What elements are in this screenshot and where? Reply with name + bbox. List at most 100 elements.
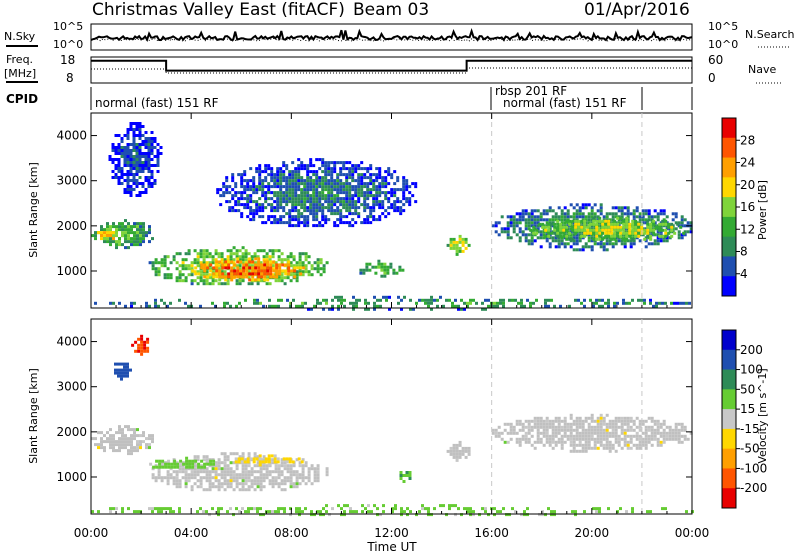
heatmap-cell-0-0 xyxy=(187,249,191,253)
heatmap-cell-1-4 xyxy=(500,431,504,435)
heatmap-cell-1-3 xyxy=(130,452,133,456)
heatmap-cell-0-1 xyxy=(242,263,246,267)
heatmap-cell-1-9 xyxy=(685,510,688,514)
heatmap-cell-0-0 xyxy=(220,270,224,274)
heatmap-cell-0-9 xyxy=(342,206,346,210)
heatmap-cell-0-9 xyxy=(342,200,346,204)
heatmap-cell-1-3 xyxy=(100,440,103,444)
heatmap-cell-1-3 xyxy=(94,437,97,441)
heatmap-cell-0-9 xyxy=(321,218,325,222)
heatmap-cell-0-9 xyxy=(303,221,307,225)
heatmap-cell-1-0 xyxy=(214,476,218,480)
heatmap-cell-0-5 xyxy=(631,219,635,223)
heatmap-cell-0-9 xyxy=(312,209,316,213)
heatmap-cell-0-10 xyxy=(274,304,277,308)
heatmap-cell-0-10 xyxy=(223,301,226,305)
heatmap-cell-0-5 xyxy=(631,222,635,226)
heatmap-cell-0-0 xyxy=(289,279,293,283)
heatmap-cell-1-9 xyxy=(376,513,379,517)
heatmap-cell-0-9 xyxy=(342,215,346,219)
heatmap-cell-0-4 xyxy=(536,209,540,213)
heatmap-cell-0-9 xyxy=(333,188,337,192)
heatmap-cell-0-1 xyxy=(236,257,240,261)
heatmap-cell-0-5 xyxy=(568,231,572,235)
heatmap-cell-1-9 xyxy=(367,504,370,508)
heatmap-cell-1-0 xyxy=(247,476,251,480)
heatmap-cell-0-0 xyxy=(235,249,239,253)
heatmap-cell-1-1 xyxy=(179,462,183,466)
heatmap-cell-0-9 xyxy=(393,182,397,186)
heatmap-cell-1-4 xyxy=(560,443,564,447)
heatmap-cell-0-0 xyxy=(274,279,278,283)
heatmap-cell-1-1 xyxy=(188,459,192,463)
heatmap-cell-0-5 xyxy=(610,231,614,235)
heatmap-cell-0-4 xyxy=(554,239,558,243)
heatmap-cell-0-4 xyxy=(500,227,504,231)
heatmap-cell-1-3 xyxy=(136,449,139,453)
heatmap-cell-0-4 xyxy=(560,215,564,219)
heatmap-cell-0-9 xyxy=(414,185,418,189)
heatmap-cell-1-0 xyxy=(226,455,230,459)
heatmap-cell-0-8 xyxy=(386,265,390,269)
heatmap-cell-0-7 xyxy=(114,149,118,152)
heatmap-cell-0-9 xyxy=(357,197,361,201)
heatmap-cell-0-4 xyxy=(524,224,528,228)
heatmap-cell-1-4 xyxy=(524,431,528,435)
heatmap-cell-0-1 xyxy=(260,269,264,273)
y-tick-label: 1000 xyxy=(56,264,87,278)
heatmap-cell-0-9 xyxy=(381,203,385,207)
heatmap-cell-0-8 xyxy=(365,262,369,266)
heatmap-cell-0-8 xyxy=(383,262,387,266)
heatmap-cell-0-3 xyxy=(103,234,106,238)
heatmap-cell-0-5 xyxy=(619,231,623,235)
heatmap-cell-0-7 xyxy=(156,155,160,158)
heatmap-cell-0-9 xyxy=(405,188,409,192)
heatmap-cell-0-10 xyxy=(523,304,526,308)
heatmap-cell-0-5 xyxy=(667,231,671,235)
heatmap-cell-0-9 xyxy=(324,179,328,183)
heatmap-cell-0-5 xyxy=(547,222,551,226)
heatmap-cell-0-9 xyxy=(330,170,334,174)
heatmap-cell-1-3 xyxy=(130,434,133,438)
heatmap-cell-1-0 xyxy=(295,458,299,462)
heatmap-cell-1-4 xyxy=(614,419,618,423)
heatmap-cell-0-5 xyxy=(631,228,635,232)
heatmap-cell-1-9 xyxy=(496,510,499,514)
heatmap-cell-0-9 xyxy=(252,200,256,204)
heatmap-cell-1-4 xyxy=(578,416,582,420)
heatmap-cell-0-5 xyxy=(616,222,620,226)
heatmap-cell-1-2 xyxy=(273,454,277,458)
heatmap-cell-1-4 xyxy=(656,419,660,423)
heatmap-cell-0-1 xyxy=(242,266,246,270)
heatmap-cell-0-9 xyxy=(327,194,331,198)
heatmap-cell-0-9 xyxy=(252,209,256,213)
heatmap-cell-1-4 xyxy=(665,437,669,441)
heatmap-cell-0-9 xyxy=(369,194,373,198)
heatmap-cell-1-0 xyxy=(199,479,203,483)
heatmap-cell-0-5 xyxy=(607,219,611,223)
heatmap-cell-0-10 xyxy=(595,301,598,305)
heatmap-cell-0-9 xyxy=(339,200,343,204)
heatmap-cell-0-9 xyxy=(306,176,310,180)
heatmap-cell-1-0 xyxy=(292,470,296,474)
heatmap-cell-1-0 xyxy=(256,455,260,459)
heatmap-cell-1-8 xyxy=(123,362,126,366)
noise-right-tick-bottom: 10^0 xyxy=(708,38,738,51)
heatmap-cell-1-9 xyxy=(172,510,175,514)
heatmap-cell-0-4 xyxy=(605,212,609,216)
heatmap-cell-0-9 xyxy=(330,206,334,210)
heatmap-cell-0-9 xyxy=(369,215,373,219)
heatmap-cell-0-8 xyxy=(392,271,396,275)
heatmap-cell-0-9 xyxy=(369,179,373,183)
heatmap-cell-0-5 xyxy=(559,231,563,235)
heatmap-cell-0-10 xyxy=(337,307,340,311)
heatmap-cell-0-9 xyxy=(225,200,229,204)
heatmap-cell-0-9 xyxy=(285,203,289,207)
heatmap-cell-0-9 xyxy=(300,221,304,225)
heatmap-cell-0-0 xyxy=(190,282,194,286)
heatmap-cell-0-1 xyxy=(239,260,243,264)
velocity-colorbar-label: Velocity [m s^-1] xyxy=(756,368,769,463)
heatmap-cell-1-4 xyxy=(512,431,516,435)
heatmap-cell-0-2 xyxy=(139,222,142,226)
heatmap-cell-1-4 xyxy=(587,428,591,432)
